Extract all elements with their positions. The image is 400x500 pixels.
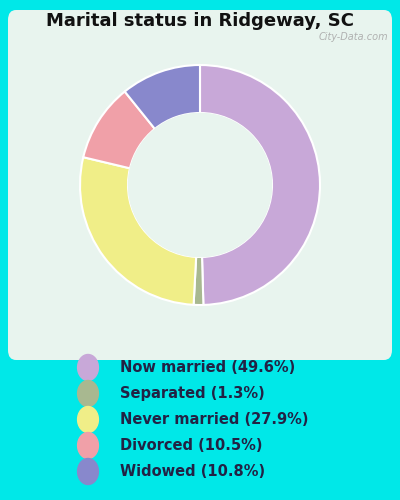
Text: Divorced (10.5%): Divorced (10.5%): [120, 438, 262, 453]
Circle shape: [78, 432, 98, 458]
Wedge shape: [125, 65, 200, 129]
Text: Widowed (10.8%): Widowed (10.8%): [120, 464, 265, 479]
Circle shape: [78, 354, 98, 380]
Circle shape: [129, 114, 271, 256]
FancyBboxPatch shape: [8, 10, 392, 360]
Text: Marital status in Ridgeway, SC: Marital status in Ridgeway, SC: [46, 12, 354, 30]
Text: Now married (49.6%): Now married (49.6%): [120, 360, 295, 375]
Circle shape: [78, 458, 98, 484]
Circle shape: [129, 114, 271, 256]
Wedge shape: [200, 65, 320, 305]
Text: Separated (1.3%): Separated (1.3%): [120, 386, 265, 401]
Circle shape: [78, 380, 98, 406]
Text: Never married (27.9%): Never married (27.9%): [120, 412, 308, 427]
Wedge shape: [83, 92, 155, 168]
Wedge shape: [80, 157, 196, 305]
Circle shape: [78, 406, 98, 432]
Text: City-Data.com: City-Data.com: [318, 32, 388, 42]
Wedge shape: [194, 257, 203, 305]
